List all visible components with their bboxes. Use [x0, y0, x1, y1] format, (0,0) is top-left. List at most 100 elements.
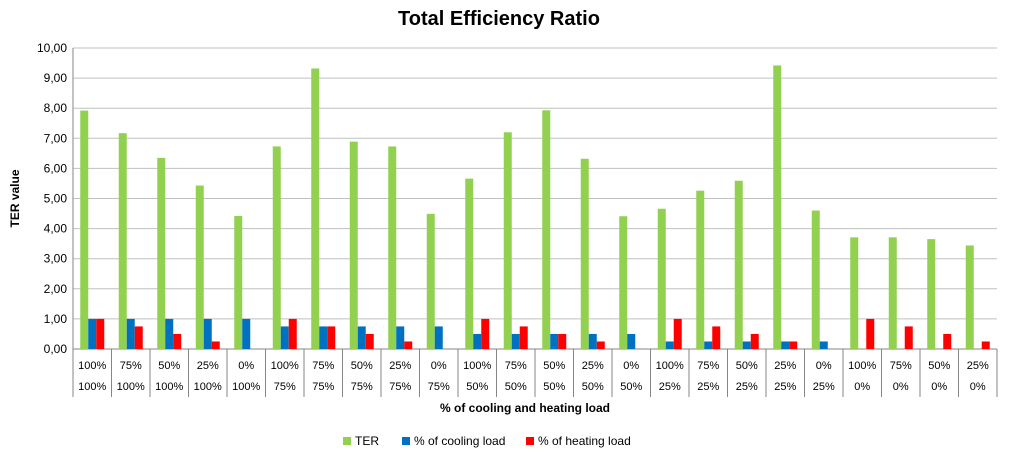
bar-of-cooling-load — [511, 333, 520, 349]
bar-of-cooling-load — [434, 326, 443, 349]
legend-swatch — [343, 437, 351, 445]
x-tick-label-heading: 100% — [232, 381, 260, 393]
x-tick-label-heading: 0% — [970, 381, 986, 393]
bar-of-heating-load — [404, 341, 413, 349]
x-tick-label-heading: 50% — [505, 381, 527, 393]
bar-ter — [311, 68, 320, 349]
bar-of-cooling-load — [588, 333, 597, 349]
bar-ter — [696, 190, 705, 349]
x-tick-label-heading: 25% — [659, 381, 681, 393]
x-tick-label-heading: 25% — [697, 381, 719, 393]
bar-ter — [927, 239, 936, 349]
bar-of-cooling-load — [165, 318, 174, 349]
bar-ter — [195, 185, 204, 349]
x-tick-label-heading: 25% — [736, 381, 758, 393]
x-tick-label-heading: 50% — [466, 381, 488, 393]
bar-of-heating-load — [288, 318, 297, 349]
legend-swatch — [526, 437, 534, 445]
x-tick-label-heading: 100% — [194, 381, 222, 393]
bar-of-heating-load — [96, 318, 105, 349]
bar-of-heating-load — [134, 326, 143, 349]
x-tick-label-heading: 25% — [813, 381, 835, 393]
y-tick-label: 8,00 — [44, 101, 68, 115]
bar-of-heating-load — [866, 318, 875, 349]
bar-of-cooling-load — [781, 341, 790, 349]
y-tick-label: 0,00 — [44, 342, 68, 356]
bar-of-cooling-load — [665, 341, 674, 349]
chart-title: Total Efficiency Ratio — [398, 8, 600, 30]
bar-ter — [272, 146, 281, 349]
x-tick-label-cooling: 100% — [271, 360, 299, 372]
bar-of-heating-load — [481, 318, 490, 349]
x-tick-label-cooling: 100% — [463, 360, 491, 372]
x-tick-label-heading: 0% — [931, 381, 947, 393]
x-tick-label-cooling: 25% — [774, 360, 796, 372]
bar-of-cooling-load — [242, 318, 251, 349]
x-axis-categories: 100% 100% 75% 100% 50% 100% 25% 100% 0% 100% 100% 7… — [72, 349, 998, 397]
bar-of-cooling-load — [319, 326, 328, 349]
x-tick-label-heading: 0% — [854, 381, 870, 393]
bar-of-heating-load — [211, 341, 220, 349]
x-tick-label-cooling: 50% — [928, 360, 950, 372]
x-tick-label-cooling: 25% — [967, 360, 989, 372]
bar-ter — [118, 133, 127, 349]
bar-ter — [80, 110, 89, 349]
x-tick-label-cooling: 0% — [816, 360, 832, 372]
legend-label: % of cooling load — [414, 434, 505, 448]
bar-of-heating-load — [519, 326, 528, 349]
bar-of-cooling-load — [203, 318, 212, 349]
bar-of-heating-load — [789, 341, 798, 349]
x-axis-title: % of cooling and heating load — [440, 401, 610, 415]
bar-of-heating-load — [173, 333, 182, 349]
x-tick-label-heading: 50% — [620, 381, 642, 393]
bar-of-cooling-load — [126, 318, 135, 349]
bar-ter — [465, 178, 474, 349]
x-tick-label-cooling: 75% — [312, 360, 334, 372]
bar-ter — [850, 237, 859, 349]
x-tick-label-cooling: 50% — [158, 360, 180, 372]
x-tick-label-heading: 50% — [582, 381, 604, 393]
x-tick-label-cooling: 50% — [351, 360, 373, 372]
x-tick-label-cooling: 50% — [543, 360, 565, 372]
bar-of-heating-load — [558, 333, 567, 349]
bar-of-cooling-load — [704, 341, 713, 349]
bar-of-heating-load — [596, 341, 605, 349]
x-tick-label-heading: 75% — [351, 381, 373, 393]
x-tick-label-cooling: 75% — [890, 360, 912, 372]
x-tick-label-cooling: 75% — [697, 360, 719, 372]
legend-swatch — [402, 437, 410, 445]
bar-of-heating-load — [981, 341, 990, 349]
bar-of-cooling-load — [550, 333, 559, 349]
gridlines — [72, 47, 997, 350]
y-tick-label: 5,00 — [44, 192, 68, 206]
x-tick-label-heading: 75% — [312, 381, 334, 393]
bar-ter — [542, 110, 551, 349]
bar-ter — [811, 210, 820, 349]
x-tick-label-heading: 100% — [117, 381, 145, 393]
y-tick-label: 6,00 — [44, 161, 68, 175]
x-tick-label-cooling: 100% — [78, 360, 106, 372]
bars — [80, 65, 990, 349]
bar-of-heating-load — [943, 333, 952, 349]
y-tick-label: 4,00 — [44, 222, 68, 236]
bar-of-cooling-load — [473, 333, 482, 349]
x-tick-label-cooling: 25% — [197, 360, 219, 372]
bar-of-cooling-load — [357, 326, 366, 349]
x-tick-label-cooling: 0% — [623, 360, 639, 372]
bar-ter — [734, 180, 743, 349]
x-tick-label-heading: 75% — [428, 381, 450, 393]
bar-ter — [503, 132, 512, 349]
x-tick-label-heading: 75% — [389, 381, 411, 393]
bar-ter — [157, 157, 166, 349]
x-tick-label-cooling: 100% — [656, 360, 684, 372]
x-tick-label-heading: 0% — [893, 381, 909, 393]
x-tick-label-heading: 100% — [78, 381, 106, 393]
x-tick-label-cooling: 75% — [120, 360, 142, 372]
bar-ter — [234, 215, 243, 349]
bar-of-cooling-load — [742, 341, 751, 349]
bar-ter — [619, 216, 628, 349]
x-tick-label-cooling: 0% — [238, 360, 254, 372]
bar-ter — [349, 141, 358, 349]
bar-of-heating-load — [365, 333, 374, 349]
x-tick-label-cooling: 75% — [505, 360, 527, 372]
